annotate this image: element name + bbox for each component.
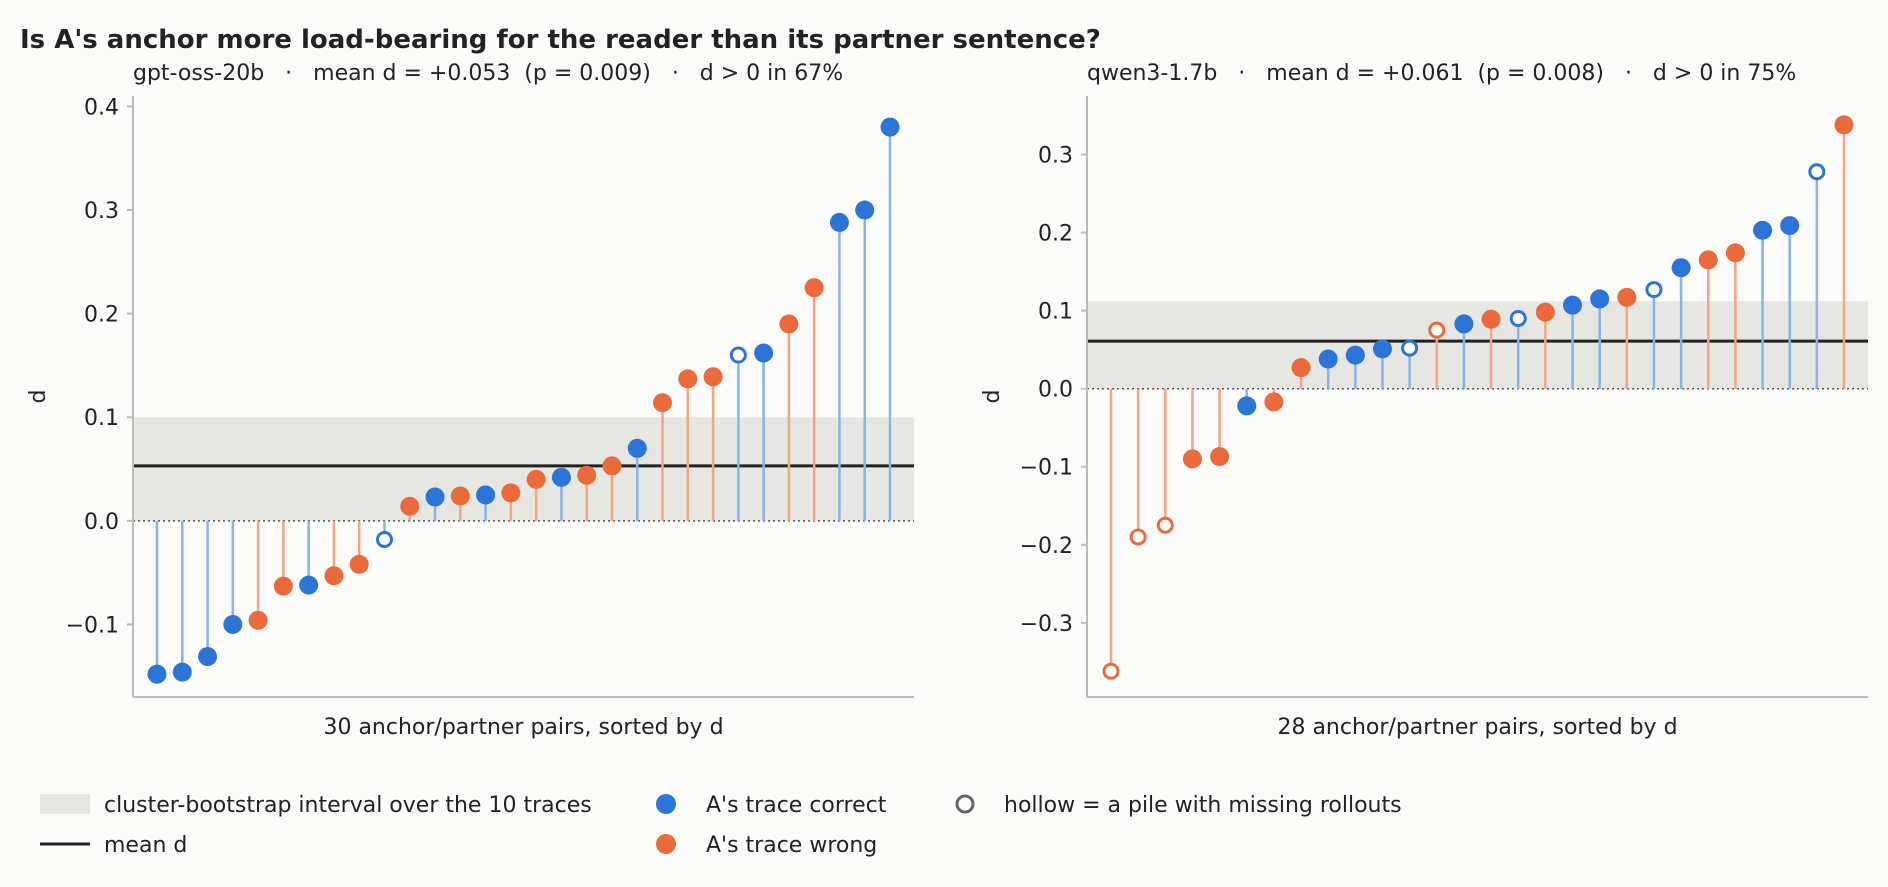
point-marker xyxy=(1237,396,1257,416)
point-marker xyxy=(223,614,243,634)
y-tick-label: 0.0 xyxy=(84,510,119,535)
figure-title: Is A's anchor more load-bearing for the … xyxy=(20,25,1101,55)
y-tick-label: −0.3 xyxy=(1020,612,1073,637)
point-marker xyxy=(476,485,496,505)
panel-gpt-oss-20b: −0.1 0.0 0.1 0.2 0.3 0.4 gpt-oss-20b · mean d … xyxy=(26,61,914,740)
point-marker xyxy=(678,369,698,389)
legend-mean-label: mean d xyxy=(104,833,187,858)
point-marker-hollow xyxy=(1129,528,1147,546)
point-marker xyxy=(1345,345,1365,365)
point-marker xyxy=(703,367,723,387)
y-tick-label: −0.1 xyxy=(1020,456,1073,481)
point-marker xyxy=(349,554,369,574)
point-marker xyxy=(1671,258,1691,278)
interval-band xyxy=(1087,301,1868,389)
point-marker xyxy=(425,487,445,507)
y-axis-label: d xyxy=(26,390,51,404)
y-tick-label: −0.1 xyxy=(66,613,119,638)
point-marker xyxy=(779,314,799,334)
point-marker xyxy=(501,483,521,503)
point-marker xyxy=(1454,314,1474,334)
point-marker xyxy=(1372,339,1392,359)
y-tick-label: 0.1 xyxy=(1038,300,1073,325)
point-marker xyxy=(602,456,622,476)
point-marker-hollow xyxy=(1156,516,1174,534)
point-marker xyxy=(1210,447,1230,467)
y-axis-label: d xyxy=(980,390,1005,404)
legend-band-label: cluster-bootstrap interval over the 10 t… xyxy=(104,793,592,818)
x-axis-label: 30 anchor/partner pairs, sorted by d xyxy=(323,715,723,740)
point-marker xyxy=(400,496,420,516)
point-marker-hollow xyxy=(375,530,393,548)
legend-correct-marker xyxy=(656,794,676,814)
point-marker xyxy=(1535,302,1555,322)
y-tick-label: 0.1 xyxy=(84,406,119,431)
point-marker xyxy=(248,610,268,630)
panel-qwen3-1-7b: −0.3 −0.2 −0.1 0.0 0.1 0.2 0.3 qwen3-1.7b · mea… xyxy=(980,61,1868,740)
y-tick-label: 0.3 xyxy=(84,199,119,224)
x-axis-label: 28 anchor/partner pairs, sorted by d xyxy=(1277,715,1677,740)
point-marker xyxy=(526,469,546,489)
y-tick-label: 0.2 xyxy=(84,303,119,328)
panel-title: qwen3-1.7b · mean d = +0.061 (p = 0.008)… xyxy=(1087,61,1796,86)
point-marker-hollow xyxy=(729,346,747,364)
y-tick-label: 0.0 xyxy=(1038,378,1073,403)
point-marker xyxy=(324,566,344,586)
legend-wrong-marker xyxy=(656,834,676,854)
point-marker xyxy=(1182,449,1202,469)
legend-hollow-marker xyxy=(955,794,975,814)
point-marker xyxy=(198,647,218,667)
y-tick-label: 0.4 xyxy=(84,95,119,120)
point-marker xyxy=(1291,358,1311,378)
point-marker xyxy=(1780,216,1800,236)
point-marker xyxy=(172,662,192,682)
legend-hollow-label: hollow = a pile with missing rollouts xyxy=(1004,793,1402,818)
y-tick-label: −0.2 xyxy=(1020,534,1073,559)
legend: cluster-bootstrap interval over the 10 t… xyxy=(40,793,1402,858)
point-marker xyxy=(577,465,597,485)
point-marker xyxy=(299,575,319,595)
point-marker xyxy=(1264,392,1284,412)
point-marker xyxy=(1725,243,1745,263)
point-marker xyxy=(1753,220,1773,240)
point-marker xyxy=(551,467,571,487)
legend-wrong-label: A's trace wrong xyxy=(706,833,877,858)
point-marker xyxy=(1481,309,1501,329)
point-marker xyxy=(147,664,167,684)
point-marker xyxy=(1318,349,1338,369)
point-marker xyxy=(653,393,673,413)
point-marker xyxy=(1617,287,1637,307)
panel-title: gpt-oss-20b · mean d = +0.053 (p = 0.009… xyxy=(133,61,843,86)
point-marker-hollow xyxy=(1428,321,1446,339)
point-marker-hollow xyxy=(1401,339,1419,357)
point-marker xyxy=(1698,250,1718,270)
point-marker-hollow xyxy=(1808,163,1826,181)
y-tick-label: 0.2 xyxy=(1038,222,1073,247)
point-marker-hollow xyxy=(1102,662,1120,680)
point-marker xyxy=(829,212,849,232)
interval-band xyxy=(133,417,914,521)
point-marker xyxy=(804,278,824,298)
point-marker xyxy=(855,200,875,220)
point-marker xyxy=(880,117,900,137)
point-marker xyxy=(754,343,774,363)
point-marker xyxy=(1834,115,1854,135)
point-marker-hollow xyxy=(1509,309,1527,327)
point-marker xyxy=(450,486,470,506)
point-marker xyxy=(273,576,293,596)
y-tick-label: 0.3 xyxy=(1038,144,1073,169)
legend-correct-label: A's trace correct xyxy=(706,793,887,818)
point-marker xyxy=(1590,289,1610,309)
point-marker xyxy=(1563,295,1583,315)
legend-band-swatch xyxy=(40,794,90,814)
point-marker-hollow xyxy=(1645,281,1663,299)
point-marker xyxy=(627,438,647,458)
